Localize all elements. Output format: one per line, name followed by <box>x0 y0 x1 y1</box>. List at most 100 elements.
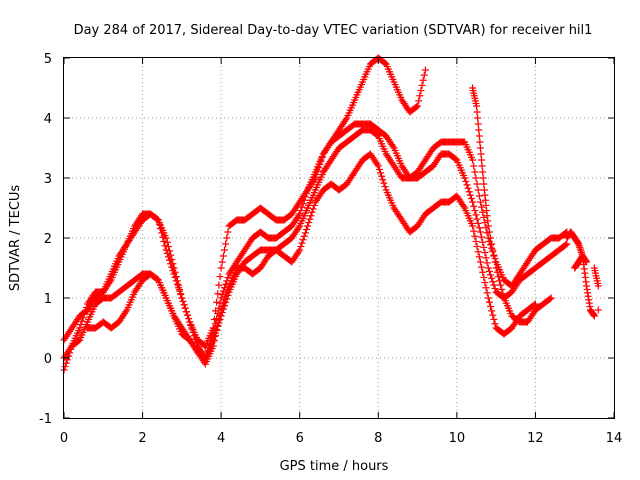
data-point <box>473 108 481 116</box>
data-point <box>470 227 478 235</box>
data-point <box>476 138 484 146</box>
data-point <box>298 239 306 247</box>
data-point <box>218 258 226 266</box>
data-point <box>373 160 381 168</box>
data-point <box>217 312 225 320</box>
series-fragment-10h <box>469 84 555 326</box>
axis-ticks <box>63 57 615 419</box>
data-point <box>478 203 486 211</box>
data-point <box>191 335 199 343</box>
data-point <box>478 263 486 271</box>
data-point <box>222 240 230 248</box>
data-point <box>488 274 496 282</box>
data-point <box>461 174 469 182</box>
data-point <box>183 311 191 319</box>
data-point <box>476 144 484 152</box>
data-point <box>419 76 427 84</box>
data-point <box>378 172 386 180</box>
data-point <box>342 116 350 124</box>
data-point <box>473 180 481 188</box>
data-point <box>460 202 468 210</box>
data-point <box>209 342 217 350</box>
series-track-b <box>60 120 571 362</box>
data-point <box>474 114 482 122</box>
data-point <box>421 66 429 74</box>
series-track-d <box>84 150 539 368</box>
data-point <box>416 92 424 100</box>
data-point <box>583 258 590 266</box>
data-point <box>178 294 186 302</box>
data-point <box>478 162 486 170</box>
y-tick-label: 5 <box>44 52 52 67</box>
data-point <box>474 186 482 194</box>
data-point <box>478 233 486 241</box>
data-point <box>170 264 178 272</box>
data-point <box>476 258 484 266</box>
data-point <box>169 260 177 268</box>
data-point <box>462 177 470 185</box>
data-point <box>479 174 487 182</box>
data-point <box>297 243 305 251</box>
data-point <box>493 268 501 276</box>
data-point <box>485 267 493 275</box>
data-point <box>479 168 487 176</box>
data-point <box>487 303 495 311</box>
data-point <box>218 291 226 299</box>
data-point <box>301 193 309 201</box>
data-point <box>479 238 487 246</box>
data-point <box>216 311 224 319</box>
data-point <box>177 290 185 298</box>
data-point <box>76 324 84 332</box>
data-point <box>224 285 232 293</box>
data-point <box>180 301 188 309</box>
data-point <box>594 306 602 314</box>
data-point <box>179 297 187 305</box>
data-point <box>181 304 189 312</box>
data-point <box>172 273 180 281</box>
data-point <box>377 169 385 177</box>
data-point <box>475 132 483 140</box>
data-point <box>122 308 130 316</box>
data-point <box>375 165 383 173</box>
data-point <box>465 188 473 196</box>
data-point <box>221 284 229 292</box>
data-point <box>218 303 226 311</box>
data-point <box>474 219 482 227</box>
data-point <box>546 295 554 303</box>
data-point <box>222 292 230 300</box>
data-point <box>469 198 477 206</box>
series-fragment-13h <box>563 228 598 320</box>
data-point <box>497 281 505 289</box>
data-point <box>310 201 318 209</box>
data-point <box>476 198 484 206</box>
data-point <box>186 318 194 326</box>
data-point <box>212 332 220 340</box>
data-point <box>594 282 602 290</box>
data-point <box>491 320 499 328</box>
x-tick-labels: 0 2 4 6 8 10 12 14 <box>60 431 622 446</box>
data-point <box>224 228 232 236</box>
data-point <box>494 273 502 281</box>
data-point <box>163 238 171 246</box>
y-axis-label: SDTVAR / TECUs <box>8 185 23 292</box>
data-point <box>298 203 306 211</box>
data-point <box>219 299 227 307</box>
data-point <box>483 289 491 297</box>
data-point <box>374 162 382 170</box>
data-point <box>176 285 184 293</box>
data-point <box>480 213 488 221</box>
data-point <box>474 120 482 128</box>
data-point <box>214 321 222 329</box>
x-axis-label: GPS time / hours <box>280 459 389 474</box>
data-point <box>219 287 227 295</box>
data-point <box>480 180 488 188</box>
y-tick-label: -1 <box>39 412 52 427</box>
data-point <box>487 234 495 242</box>
data-point <box>590 312 598 320</box>
data-point <box>174 281 182 289</box>
data-point <box>306 215 314 223</box>
data-point <box>492 264 500 272</box>
data-point <box>307 212 315 220</box>
